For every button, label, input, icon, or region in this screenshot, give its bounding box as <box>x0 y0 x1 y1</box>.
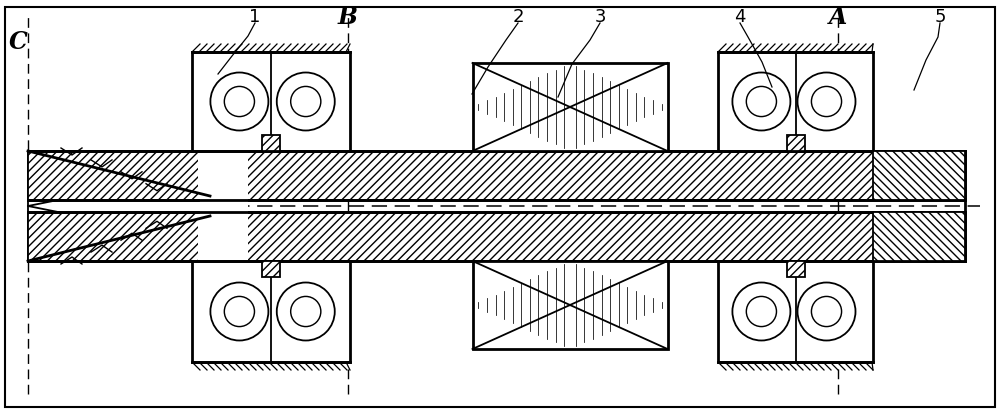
Text: 5: 5 <box>934 8 946 26</box>
Bar <box>28 151 248 261</box>
Bar <box>192 261 350 362</box>
Bar <box>873 151 965 200</box>
Bar <box>786 261 804 277</box>
Bar <box>28 151 965 200</box>
Bar <box>28 212 965 261</box>
Text: 1: 1 <box>249 8 261 26</box>
Text: B: B <box>338 5 358 29</box>
Text: A: A <box>829 5 847 29</box>
Bar <box>28 212 198 261</box>
Bar <box>718 52 873 151</box>
Bar <box>473 63 668 151</box>
Bar <box>192 52 350 151</box>
Text: 2: 2 <box>512 8 524 26</box>
Bar <box>262 261 280 277</box>
Text: 3: 3 <box>594 8 606 26</box>
Bar <box>718 261 873 362</box>
Bar <box>786 135 804 151</box>
Bar <box>873 212 965 261</box>
Text: 4: 4 <box>734 8 746 26</box>
Bar <box>473 261 668 349</box>
Text: C: C <box>9 30 27 54</box>
Bar <box>262 135 280 151</box>
Bar <box>28 151 198 200</box>
